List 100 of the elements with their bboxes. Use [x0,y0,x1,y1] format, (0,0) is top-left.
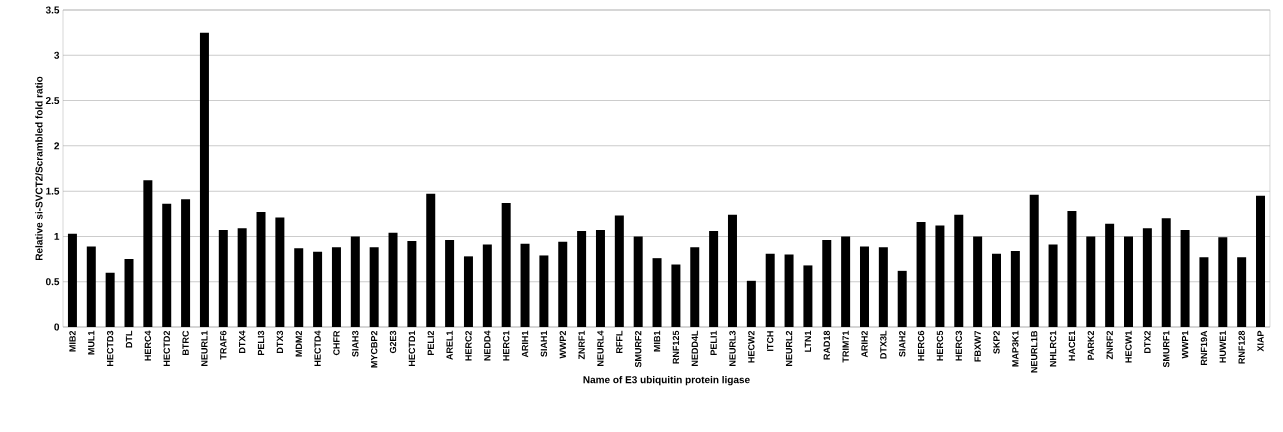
bar [1105,223,1115,327]
x-tick-label: MYCBP2 [370,330,378,368]
bar [652,258,662,327]
x-tick-label: SIAH1 [540,330,548,357]
bar [727,214,737,327]
x-tick-label: NEDD4 [484,330,491,361]
x-tick-label: DTX3L [880,330,887,359]
x-tick-label: FBXW7 [974,330,981,362]
x-tick-label: RFFL [616,330,623,353]
bar [426,193,436,327]
x-tick-label: RAD18 [823,330,830,360]
bar [633,236,643,327]
bar [162,203,172,327]
bar [369,247,379,327]
bar [765,253,775,327]
x-tick-label: MDM2 [295,330,302,357]
y-tick-label: 1 [54,232,60,240]
x-tick-label: HERC2 [465,330,472,361]
bar [577,231,587,327]
bar [690,247,700,327]
x-tick-label: MIB1 [653,330,661,352]
x-tick-label: HACE1 [1068,330,1076,361]
x-tick-label: PELI3 [257,330,265,355]
x-tick-label: WWP2 [559,330,566,359]
y-tick-label: 0.5 [45,278,60,286]
bar [558,241,568,327]
bar [897,270,907,327]
x-tick-label: HECW2 [748,330,755,363]
bar [1067,211,1077,327]
bar [218,230,228,327]
bar [181,199,191,327]
bar [294,248,304,327]
x-tick-label: ARIH2 [861,330,868,358]
bar [1218,237,1228,327]
bar [331,247,341,327]
bar [313,251,323,327]
bar [407,240,417,327]
bar [143,180,153,327]
bar [935,225,945,327]
bar [1237,257,1247,327]
bar [859,246,869,327]
bar [595,230,605,327]
bar [124,259,134,327]
x-tick-label: PARK2 [1087,330,1094,360]
x-tick-label: MIB2 [69,330,76,352]
x-tick-label: ZNRF1 [578,330,585,360]
bar [916,221,926,327]
x-tick-label: HECTD4 [314,330,321,366]
x-tick-label: ARIH1 [521,330,529,358]
x-tick-label: HERC6 [917,330,925,361]
bar [709,231,719,327]
x-tick-label: MUL1 [88,330,95,355]
bar [501,202,511,327]
x-tick-label: HERC3 [955,330,962,361]
bar [784,254,794,327]
x-tick-label: DTX3 [276,330,284,353]
bar [1161,218,1171,327]
bar [237,228,247,327]
bar [1199,257,1209,327]
x-tick-label: NEDD4L [691,330,698,366]
x-tick-label: HUWE1 [1219,330,1226,363]
bar [746,280,756,327]
bar [671,264,681,327]
x-tick-label: DTX2 [1144,330,1151,353]
bar [1029,194,1039,327]
x-tick-label: NEURL2 [785,330,793,366]
y-tick-label: 1.5 [46,187,60,195]
bar [539,255,549,327]
y-tick-label: 2 [54,142,60,150]
x-tick-label: PELI1 [710,330,717,355]
x-tick-label: SIAH2 [899,330,906,357]
x-tick-label: HERC5 [936,330,944,361]
x-tick-label: ZNRF2 [1106,330,1113,360]
y-tick-label: 3 [54,51,60,59]
bar [1142,228,1152,327]
bar [482,244,492,327]
x-tick-label: HERC4 [144,330,152,361]
bar [520,243,530,327]
x-tick-label: CHFR [333,330,340,356]
x-tick-label: HERC1 [502,330,510,361]
x-axis-title: Name of E3 ubiquitin protein ligase [583,375,750,386]
x-tick-label: HECW1 [1125,330,1132,363]
bar [105,272,115,327]
bar [275,217,285,327]
x-tick-label: HECTD1 [408,330,416,366]
x-tick-label: WWP1 [1181,330,1189,359]
x-tick-label: ITCH [767,331,774,351]
x-tick-label: MAP3K1 [1012,330,1019,367]
bar [1256,195,1266,327]
bar [463,256,473,327]
x-tick-label: DTX4 [239,330,246,353]
x-tick-label: RNF128 [1238,330,1245,364]
bar [954,214,964,327]
x-tick-label: NEURL4 [597,330,604,366]
x-tick-label: PELI2 [427,330,434,355]
bar [86,246,96,327]
x-tick-label: HECTD3 [106,330,114,366]
x-tick-label: SKP2 [993,330,1000,354]
bar [878,247,888,327]
x-tick-label: NEURL1B [1031,330,1038,373]
